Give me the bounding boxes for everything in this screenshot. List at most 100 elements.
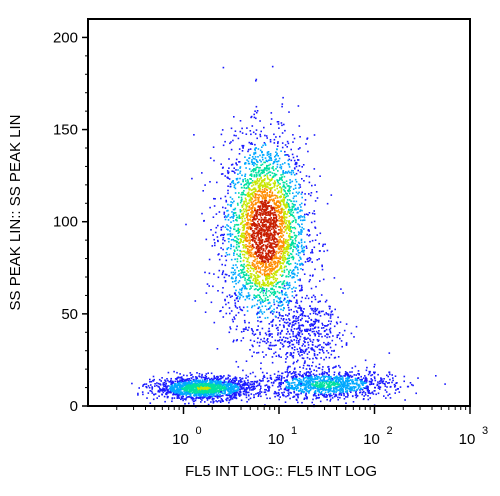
data-point-1-4714 [204,386,206,389]
data-point-0-400 [244,298,247,301]
data-point-1-3705 [206,378,209,380]
data-points [131,65,446,408]
data-point-0-2430 [235,162,237,164]
data-point-1-4694 [176,397,179,399]
data-point-0-2866 [259,215,262,217]
data-point-0-1298 [281,230,283,233]
data-point-0-1371 [297,159,299,161]
data-point-0-2413 [275,209,277,212]
data-point-0-1267 [236,260,239,263]
data-point-0-3106 [230,141,232,143]
data-point-0-2737 [236,182,239,184]
data-point-0-2492 [258,173,261,176]
data-point-0-1421 [276,300,278,303]
data-point-0-716 [240,193,242,196]
data-point-1-3385 [205,373,208,375]
data-point-2-4962 [249,372,252,375]
data-point-0-2844 [229,185,232,188]
data-point-1-3847 [161,393,163,396]
data-point-0-1902 [267,302,270,305]
data-point-0-328 [256,163,258,166]
data-point-0-2145 [296,244,298,246]
data-point-0-1502 [324,243,326,246]
data-point-2-4868 [253,396,255,399]
data-point-0-649 [260,290,263,292]
data-point-0-285 [256,352,258,354]
data-point-0-264 [285,238,287,241]
data-point-0-2074 [266,234,268,236]
data-point-1-4604 [239,390,242,393]
data-point-0-2642 [229,234,232,236]
data-point-0-2162 [288,233,291,235]
data-point-1-4431 [193,390,195,392]
data-point-0-2636 [267,253,269,255]
data-point-0-3007 [286,172,288,174]
data-point-1-4601 [247,375,249,378]
data-point-0-2523 [240,257,242,259]
data-point-0-474 [262,294,265,297]
data-point-0-2939 [281,315,283,317]
data-point-0-3072 [287,163,290,165]
data-point-0-1418 [201,172,203,174]
data-point-0-1595 [272,231,275,234]
data-point-1-4716 [210,381,213,384]
data-point-0-3177 [268,275,270,278]
data-point-0-1357 [238,273,241,275]
data-point-0-491 [256,196,259,199]
data-point-0-1451 [280,240,282,242]
data-point-0-2487 [253,274,255,276]
data-point-0-1880 [263,311,266,313]
data-point-0-2480 [253,234,255,236]
data-point-0-448 [268,171,271,173]
data-point-0-1572 [259,182,262,184]
data-point-0-1433 [287,254,289,256]
data-point-0-1900 [289,263,292,265]
data-point-1-3777 [188,378,190,380]
data-point-0-2219 [245,274,248,276]
data-point-0-1670 [268,265,271,267]
data-point-0-1162 [322,245,324,247]
data-point-0-1118 [259,159,261,161]
data-point-1-3311 [260,395,262,398]
data-point-1-4343 [194,393,196,396]
data-point-1-3492 [245,384,247,386]
data-point-0-2093 [268,183,271,186]
data-point-2-4919 [357,372,359,375]
data-point-0-2152 [287,190,289,192]
data-point-0-1225 [266,272,269,275]
data-point-0-2733 [230,201,232,203]
data-point-2-4811 [363,390,365,393]
data-point-0-651 [274,262,276,265]
data-point-0-1843 [244,245,247,248]
data-point-0-1240 [244,274,246,276]
data-point-0-947 [250,328,253,330]
data-point-0-600 [298,191,300,194]
data-point-0-2787 [282,196,285,198]
data-point-1-4105 [215,375,218,378]
data-point-0-397 [266,195,269,197]
data-point-1-3731 [205,395,207,397]
data-point-0-722 [284,293,286,295]
data-point-0-1809 [276,240,279,243]
data-point-0-401 [256,250,259,253]
data-point-0-1057 [288,301,290,303]
data-point-0-1209 [268,196,271,199]
data-point-1-4153 [232,389,235,391]
data-point-0-613 [300,250,303,253]
data-point-1-4550 [206,388,208,391]
data-point-0-1189 [295,181,298,183]
data-point-1-4733 [182,382,184,385]
data-point-0-71 [287,275,290,278]
data-point-1-4180 [235,397,238,400]
data-point-0-1018 [265,279,267,281]
data-point-0-944 [294,262,297,264]
data-point-1-3592 [231,388,234,391]
data-point-1-4118 [167,371,170,374]
data-point-0-988 [267,341,269,343]
data-point-0-2006 [237,173,239,175]
data-point-0-2783 [271,356,274,358]
data-point-0-1960 [301,196,303,199]
data-point-0-2294 [284,226,286,228]
data-point-1-3680 [237,387,239,389]
